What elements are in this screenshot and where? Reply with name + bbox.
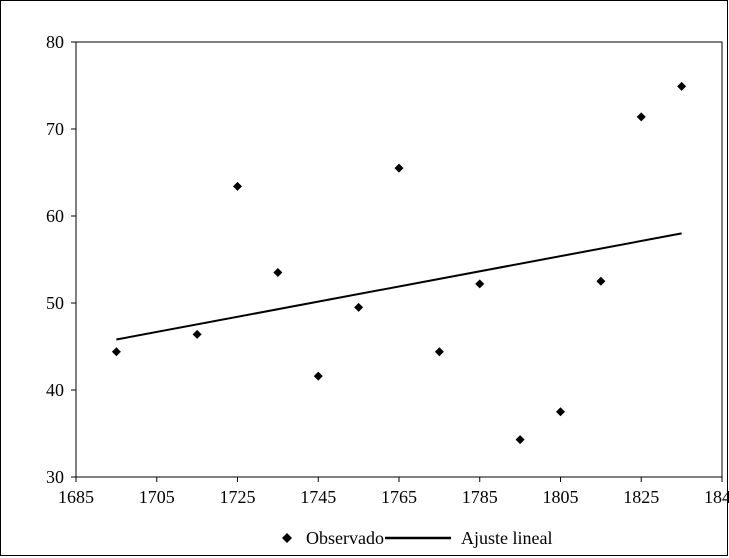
y-tick-label: 80 — [46, 32, 64, 52]
data-point — [475, 279, 485, 289]
y-axis-ticks: 30 40 50 60 70 80 — [46, 32, 76, 487]
x-tick-label: 1785 — [462, 487, 498, 507]
data-point — [273, 268, 283, 278]
y-tick-label: 70 — [46, 119, 64, 139]
data-point — [313, 371, 323, 381]
y-tick-label: 40 — [46, 380, 64, 400]
data-point — [434, 347, 444, 357]
plot-area — [75, 41, 723, 478]
y-tick-label: 60 — [46, 206, 64, 226]
fit-line — [116, 232, 682, 341]
data-point — [354, 302, 364, 312]
data-point — [596, 276, 606, 286]
x-tick-label: 1685 — [58, 487, 94, 507]
data-point — [677, 81, 687, 91]
observed-points-layer — [111, 81, 687, 445]
x-tick-label: 1705 — [139, 487, 175, 507]
data-point — [394, 163, 404, 173]
x-axis-ticks: 1685 1705 1725 1745 1765 1785 1805 1825 1845 — [58, 477, 729, 507]
data-point — [556, 407, 565, 417]
data-point — [636, 112, 646, 122]
x-tick-label: 1825 — [623, 487, 659, 507]
legend-label-observado: Observado — [306, 528, 384, 548]
fit-line-layer — [116, 232, 682, 341]
x-tick-label: 1805 — [543, 487, 579, 507]
data-point — [233, 181, 242, 191]
legend-marker-observado — [282, 533, 292, 543]
x-tick-label: 1745 — [300, 487, 336, 507]
data-point — [192, 329, 202, 339]
x-tick-label: 1725 — [220, 487, 256, 507]
data-point — [111, 347, 121, 357]
data-point — [515, 435, 525, 445]
legend-label-ajuste: Ajuste lineal — [461, 528, 552, 548]
x-tick-label: 1765 — [381, 487, 417, 507]
legend: Observado Ajuste lineal — [282, 528, 552, 548]
y-tick-label: 50 — [46, 293, 64, 313]
y-tick-label: 30 — [46, 467, 64, 487]
x-tick-label: 1845 — [704, 487, 729, 507]
